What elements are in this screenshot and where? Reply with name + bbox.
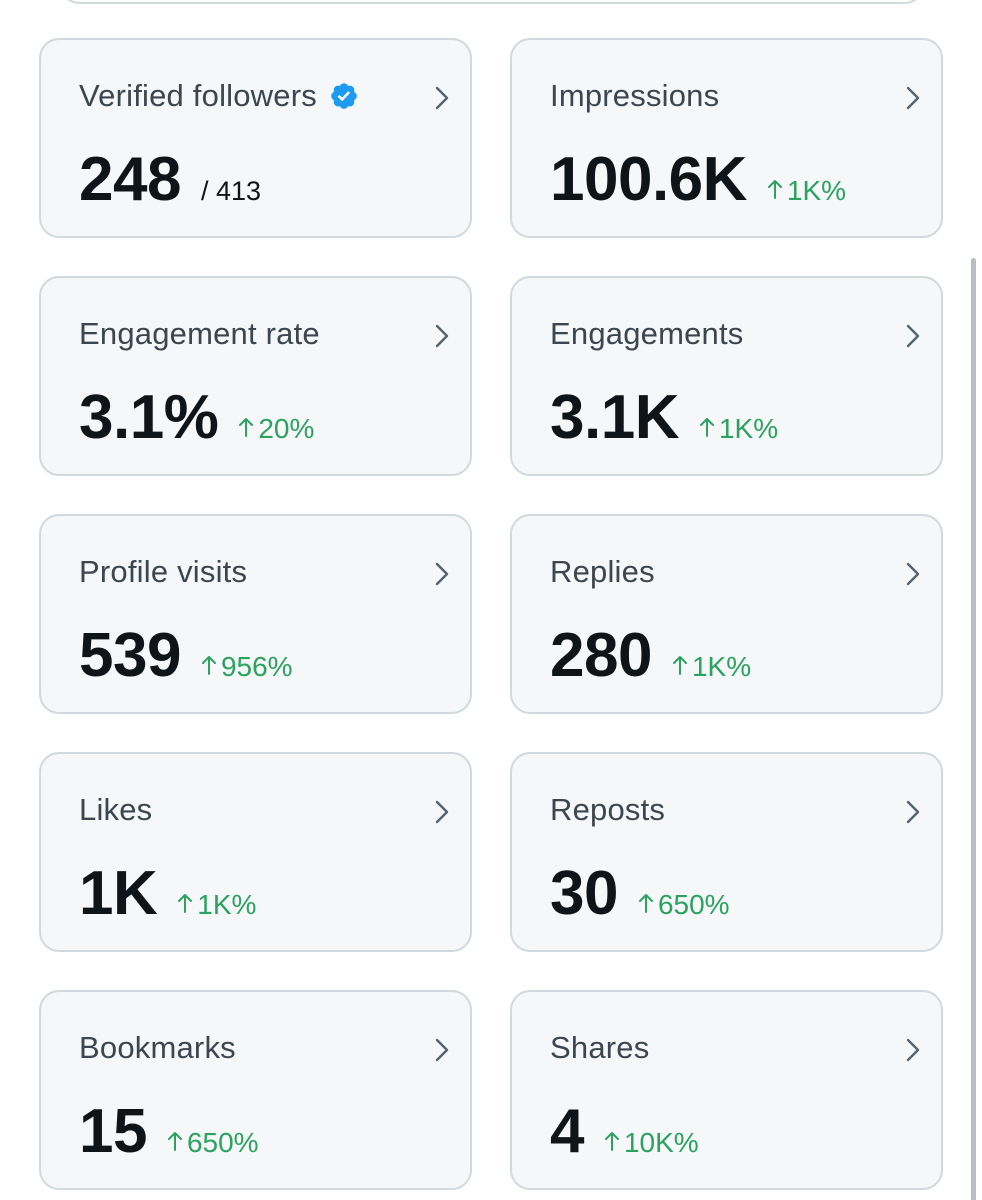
value-row: 280 1K%: [550, 620, 751, 691]
value-row: 4 10K%: [550, 1096, 699, 1167]
card-impressions[interactable]: Impressions 100.6K 1K%: [510, 38, 943, 238]
card-engagements[interactable]: Engagements 3.1K 1K%: [510, 276, 943, 476]
value-row: 1K 1K%: [79, 858, 256, 929]
card-label-wrapper: Verified followers: [79, 78, 359, 114]
previous-card-edge: [58, 0, 926, 4]
card-label-wrapper: Engagements: [550, 316, 744, 352]
chevron-right-icon: [903, 560, 923, 588]
metric-value: 3.1K: [550, 383, 679, 452]
card-label: Likes: [79, 792, 153, 827]
card-bookmarks[interactable]: Bookmarks 15 650%: [39, 990, 472, 1190]
value-row: 3.1K 1K%: [550, 382, 778, 453]
metric-value: 4: [550, 1097, 584, 1166]
chevron-right-icon: [432, 1036, 452, 1064]
chevron-right-icon: [903, 84, 923, 112]
metric-change-value: 650%: [186, 1127, 259, 1158]
arrow-up-icon: [201, 651, 217, 675]
card-label: Verified followers: [79, 78, 317, 113]
arrow-up-icon: [238, 413, 254, 437]
card-verified-followers[interactable]: Verified followers 248 / 413: [39, 38, 472, 238]
scrollbar[interactable]: [968, 0, 982, 1200]
metric-change-value: 1K%: [691, 651, 752, 682]
metric-change-value: 10K%: [623, 1127, 699, 1158]
card-replies[interactable]: Replies 280 1K%: [510, 514, 943, 714]
metric-change: 956%: [201, 651, 293, 683]
card-label: Shares: [550, 1030, 650, 1065]
metric-change-value: 956%: [220, 651, 293, 682]
metric-change-value: 1K%: [786, 175, 847, 206]
chevron-right-icon: [432, 322, 452, 350]
arrow-up-icon: [672, 651, 688, 675]
card-label: Profile visits: [79, 554, 248, 589]
value-row: 100.6K 1K%: [550, 144, 846, 215]
metric-value: 3.1%: [79, 383, 219, 452]
value-row: 539 956%: [79, 620, 293, 691]
card-label-wrapper: Likes: [79, 792, 152, 828]
metric-value: 15: [79, 1097, 147, 1166]
card-label-wrapper: Profile visits: [79, 554, 247, 590]
metric-change-value: 1K%: [197, 889, 257, 920]
chevron-right-icon: [432, 798, 452, 826]
arrow-up-icon: [604, 1127, 620, 1151]
arrow-up-icon: [167, 1127, 183, 1151]
card-label: Reposts: [550, 792, 666, 827]
metric-change-value: 1K%: [718, 413, 779, 444]
arrow-up-icon: [699, 413, 715, 437]
card-label-wrapper: Engagement rate: [79, 316, 320, 352]
chevron-right-icon: [903, 798, 923, 826]
card-label-wrapper: Reposts: [550, 792, 665, 828]
card-likes[interactable]: Likes 1K 1K%: [39, 752, 472, 952]
metric-change: 1K%: [177, 889, 256, 921]
metric-value: 248: [79, 145, 181, 214]
chevron-right-icon: [903, 322, 923, 350]
metric-value: 1K: [79, 859, 158, 928]
metric-change: 650%: [638, 889, 730, 921]
value-row: 30 650%: [550, 858, 730, 929]
value-row: 3.1% 20%: [79, 382, 314, 453]
arrow-up-icon: [177, 889, 193, 913]
card-label: Bookmarks: [79, 1030, 236, 1065]
chevron-right-icon: [432, 560, 452, 588]
metric-change-value: 20%: [258, 413, 315, 444]
metric-change: 1K%: [767, 175, 846, 207]
metric-value: 539: [79, 621, 181, 690]
card-label: Replies: [550, 554, 655, 589]
metric-total: / 413: [200, 176, 262, 206]
metric-change: 1K%: [672, 651, 751, 683]
metric-change: 1K%: [699, 413, 778, 445]
metric-change: 650%: [167, 1127, 259, 1159]
metric-value: 30: [550, 859, 618, 928]
metrics-grid: Verified followers 248 / 413 Impressions: [39, 38, 943, 1190]
card-label-wrapper: Shares: [550, 1030, 649, 1066]
card-label: Engagements: [550, 316, 744, 351]
chevron-right-icon: [903, 1036, 923, 1064]
card-label: Engagement rate: [79, 316, 320, 351]
arrow-up-icon: [767, 175, 783, 199]
card-profile-visits[interactable]: Profile visits 539 956%: [39, 514, 472, 714]
card-label-wrapper: Impressions: [550, 78, 719, 114]
arrow-up-icon: [638, 889, 654, 913]
scrollbar-thumb[interactable]: [971, 258, 976, 1200]
value-row: 15 650%: [79, 1096, 259, 1167]
value-row: 248 / 413: [79, 144, 261, 215]
card-label: Impressions: [550, 78, 720, 113]
card-label-wrapper: Replies: [550, 554, 655, 590]
metric-change-value: 650%: [657, 889, 730, 920]
card-reposts[interactable]: Reposts 30 650%: [510, 752, 943, 952]
verified-badge-icon: [329, 81, 359, 111]
card-label-wrapper: Bookmarks: [79, 1030, 236, 1066]
metric-change: 10K%: [604, 1127, 699, 1159]
card-shares[interactable]: Shares 4 10K%: [510, 990, 943, 1190]
chevron-right-icon: [432, 84, 452, 112]
metric-value: 280: [550, 621, 652, 690]
metric-change: 20%: [238, 413, 314, 445]
metric-value: 100.6K: [550, 145, 747, 214]
card-engagement-rate[interactable]: Engagement rate 3.1% 20%: [39, 276, 472, 476]
